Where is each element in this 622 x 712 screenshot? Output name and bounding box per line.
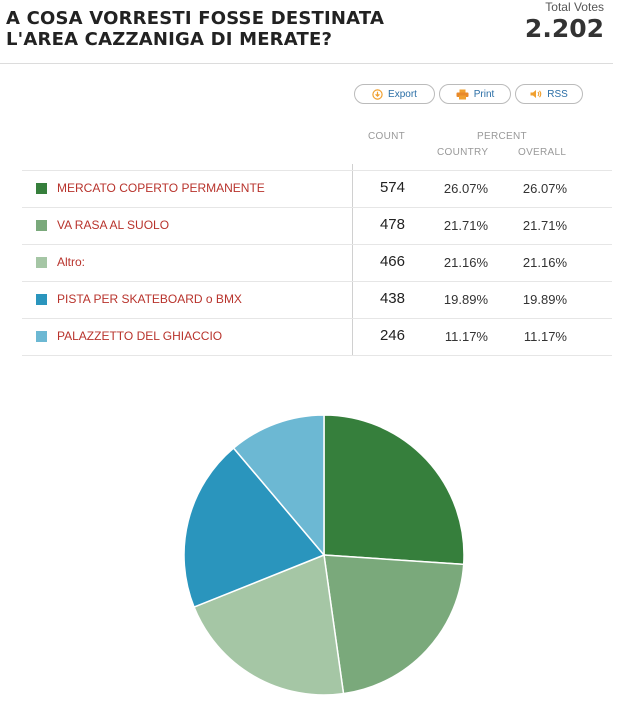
table-row: PISTA PER SKATEBOARD o BMX 438 19.89% 19…	[22, 282, 612, 319]
pie-slice	[323, 414, 465, 566]
option-label: Altro:	[57, 255, 86, 269]
total-votes-label: Total Votes	[545, 0, 604, 14]
count-header: COUNT	[368, 131, 406, 142]
print-label: Print	[473, 88, 495, 100]
option-count: 574	[379, 179, 405, 196]
rss-button[interactable]: RSS	[515, 84, 583, 104]
total-votes: Total Votes 2.202	[525, 0, 604, 44]
pie-slice	[193, 553, 345, 696]
option-percent-overall: 21.16%	[522, 255, 567, 270]
results-table: MERCATO COPERTO PERMANENTE 574 26.07% 26…	[22, 170, 612, 356]
option-count: 246	[379, 327, 405, 344]
legend-swatch	[36, 220, 47, 231]
total-votes-value: 2.202	[524, 14, 604, 43]
option-count: 478	[379, 216, 405, 233]
option-count: 466	[379, 253, 405, 270]
table-row: MERCATO COPERTO PERMANENTE 574 26.07% 26…	[22, 170, 612, 208]
option-label: MERCATO COPERTO PERMANENTE	[57, 181, 265, 195]
option-percent-overall: 11.17%	[523, 329, 567, 344]
speaker-icon	[530, 89, 542, 99]
print-button[interactable]: Print	[439, 84, 511, 104]
legend-swatch	[36, 331, 47, 342]
overall-header: OVERALL	[518, 147, 567, 158]
header-divider	[0, 63, 613, 64]
option-percent-country: 19.89%	[443, 292, 488, 307]
option-percent-overall: 19.89%	[522, 292, 567, 307]
option-percent-country: 21.71%	[443, 218, 488, 233]
export-button[interactable]: Export	[354, 84, 435, 104]
option-count: 438	[379, 290, 405, 307]
option-percent-country: 26.07%	[443, 181, 488, 196]
legend-swatch	[36, 257, 47, 268]
table-row: Altro: 466 21.16% 21.16%	[22, 245, 612, 282]
legend-swatch	[36, 294, 47, 305]
percent-header: PERCENT	[477, 131, 527, 142]
rss-label: RSS	[547, 88, 568, 100]
printer-icon	[456, 89, 469, 100]
option-percent-overall: 26.07%	[522, 181, 567, 196]
option-percent-country: 11.17%	[444, 329, 488, 344]
option-label: PALAZZETTO DEL GHIACCIO	[57, 329, 223, 343]
option-label: PISTA PER SKATEBOARD o BMX	[57, 292, 242, 306]
poll-title: A COSA VORRESTI FOSSE DESTINATA L'AREA C…	[6, 8, 476, 50]
pie-slice	[232, 414, 325, 558]
pie-slice	[183, 447, 326, 609]
export-label: Export	[388, 88, 417, 100]
legend-swatch	[36, 183, 47, 194]
action-buttons: Export Print RSS	[354, 84, 583, 104]
option-label: VA RASA AL SUOLO	[57, 218, 170, 232]
pie-slice	[323, 554, 465, 695]
column-divider	[352, 164, 353, 356]
table-row: VA RASA AL SUOLO 478 21.71% 21.71%	[22, 208, 612, 245]
poll-title-line-2: L'AREA CAZZANIGA DI MERATE?	[6, 29, 333, 50]
poll-title-line-1: A COSA VORRESTI FOSSE DESTINATA	[6, 8, 385, 29]
option-percent-overall: 21.71%	[522, 218, 567, 233]
table-row: PALAZZETTO DEL GHIACCIO 246 11.17% 11.17…	[22, 319, 612, 356]
country-header: COUNTRY	[437, 147, 489, 158]
option-percent-country: 21.16%	[443, 255, 488, 270]
download-icon	[372, 88, 383, 100]
